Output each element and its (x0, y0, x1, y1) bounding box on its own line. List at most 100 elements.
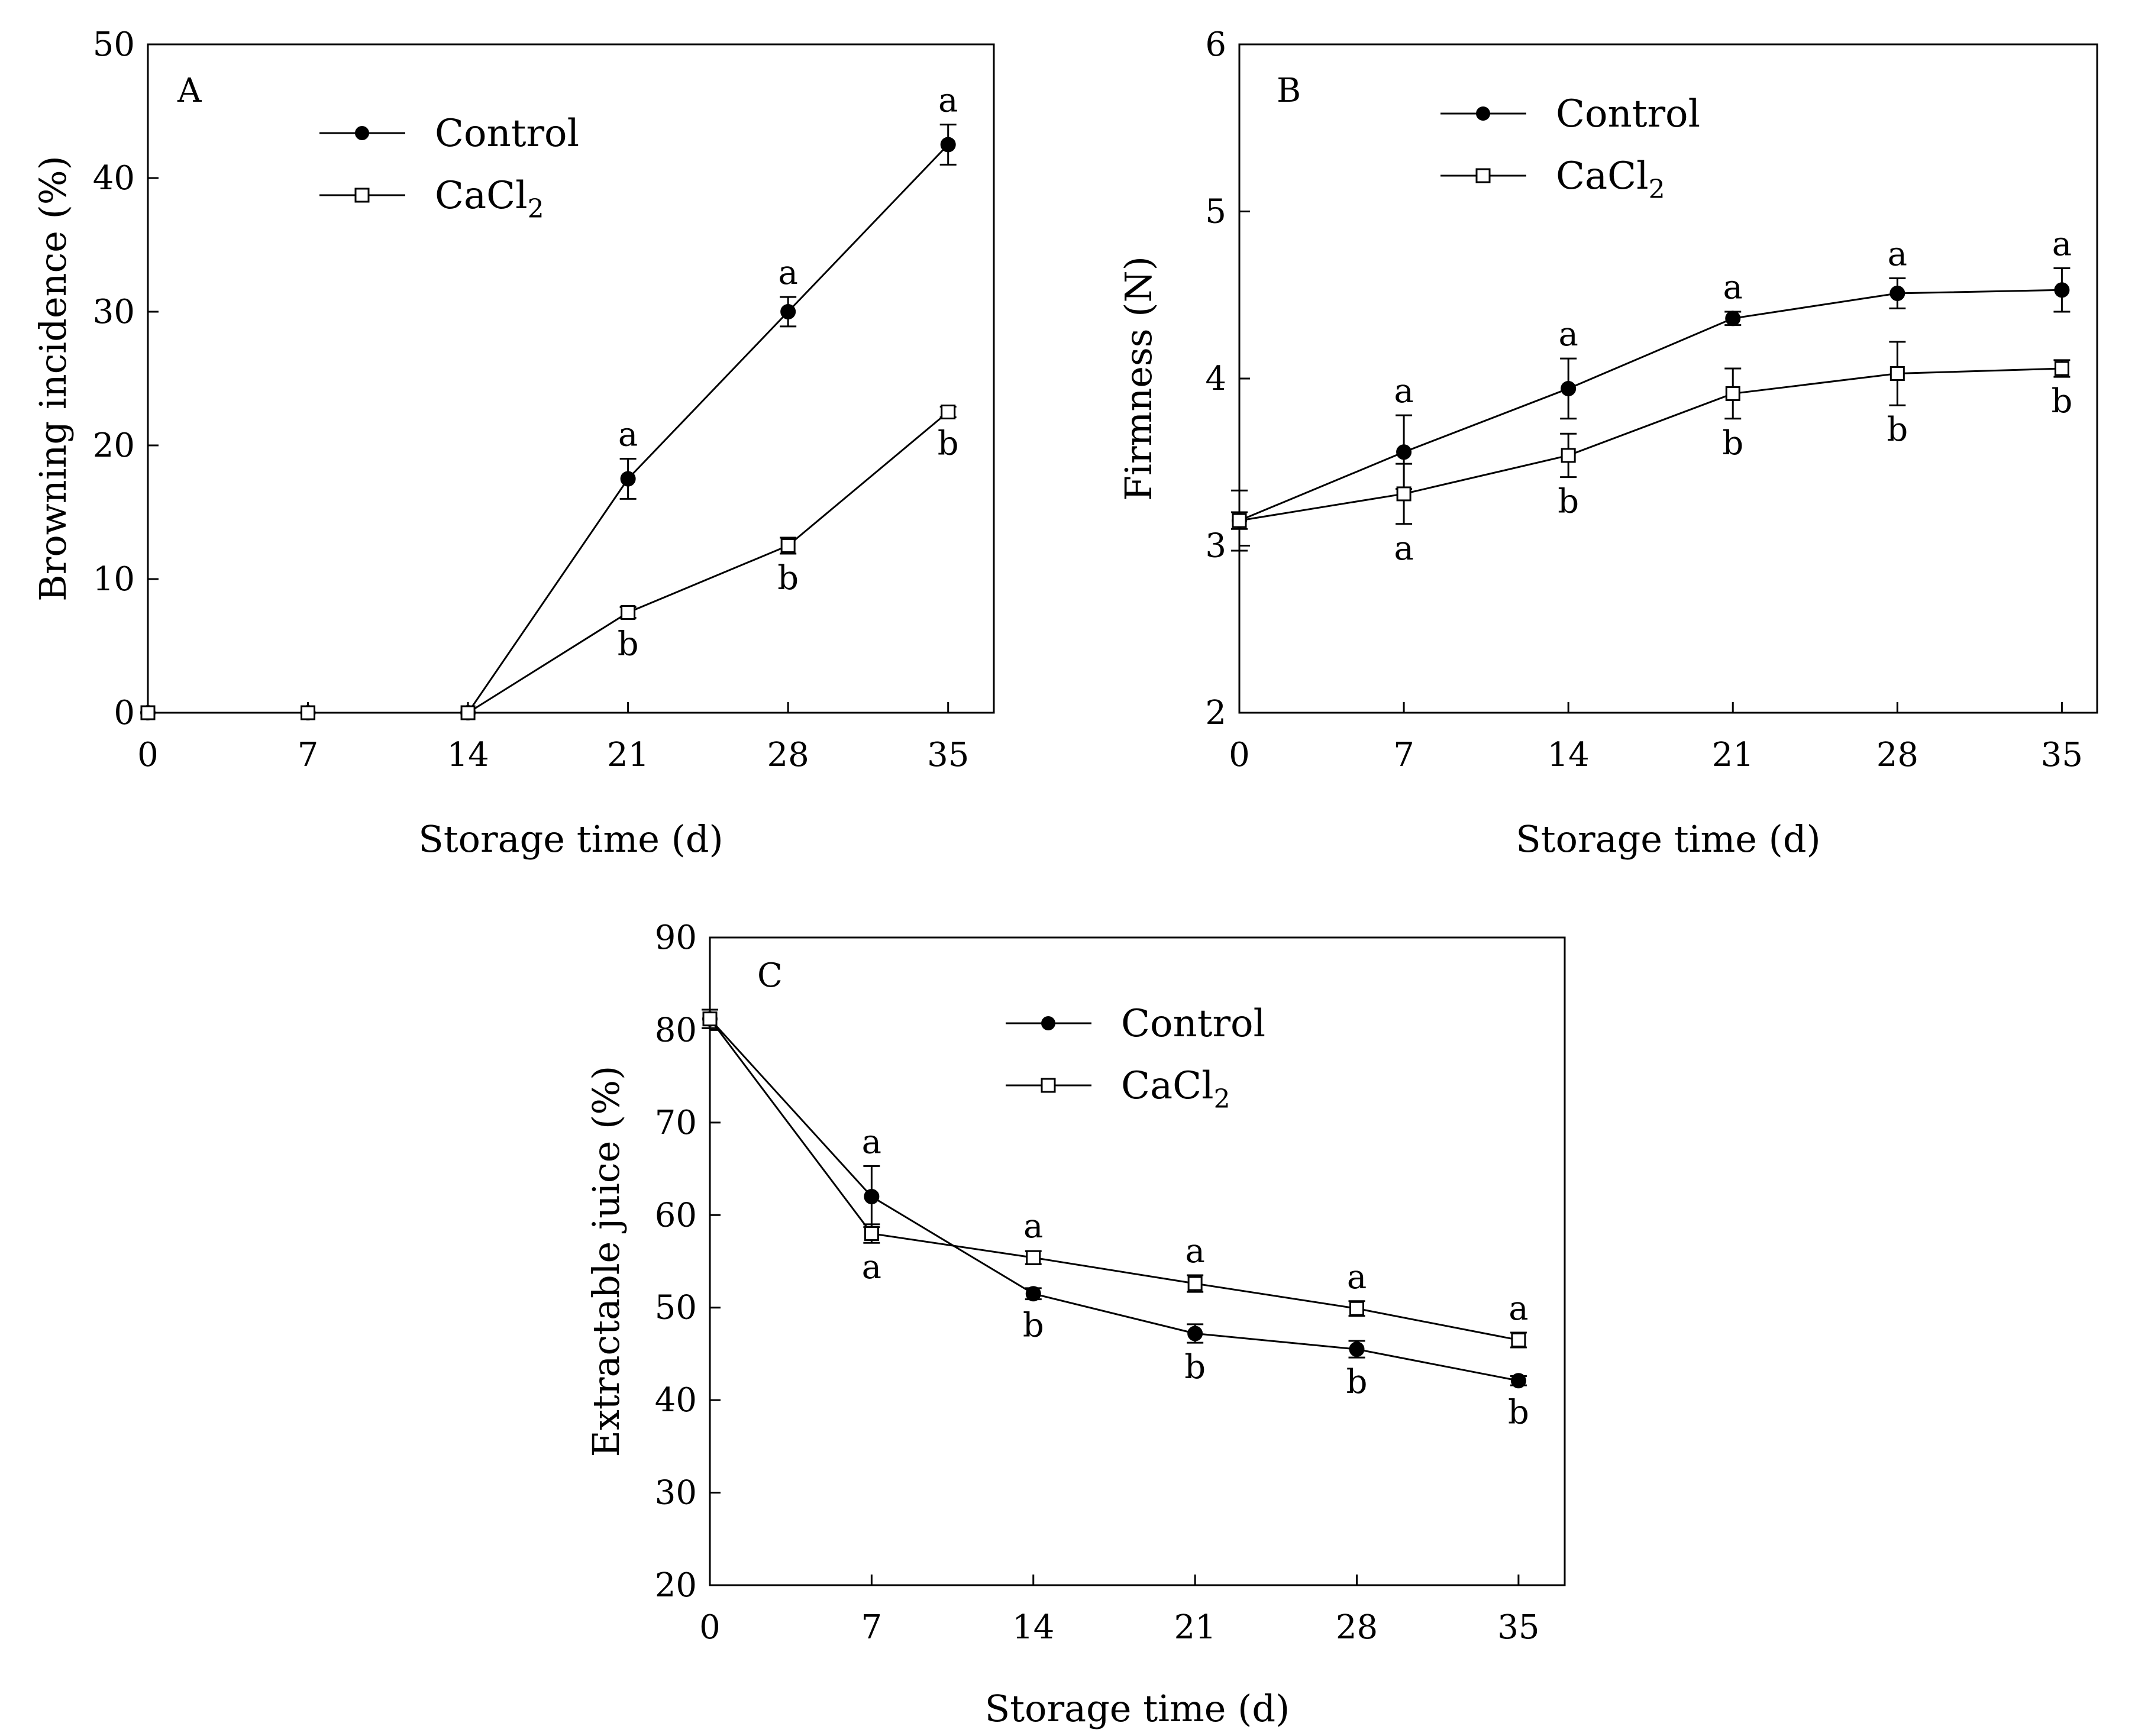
data-point-control (864, 1189, 880, 1204)
legend-marker-cacl2 (1475, 168, 1491, 183)
plot-frame (1238, 43, 2098, 714)
significance-letter: a (618, 416, 638, 454)
x-tick-label: 0 (699, 1608, 721, 1647)
data-point-cacl2 (301, 705, 316, 720)
significance-letter: b (777, 559, 799, 597)
significance-letter: b (1023, 1306, 1044, 1344)
legend: Control CaCl2 (1440, 92, 1700, 205)
legend-label: Control (1121, 1002, 1265, 1046)
legend-marker-control (1476, 106, 1490, 121)
data-point-cacl2 (1026, 1250, 1041, 1265)
significance-letter: b (1887, 410, 1908, 449)
significance-letter: a (1509, 1289, 1528, 1328)
x-tick-label: 14 (1012, 1608, 1054, 1647)
x-tick-label: 21 (607, 736, 649, 774)
x-tick-label: 35 (2041, 736, 2083, 774)
series-line (709, 1018, 1519, 1382)
legend-marker-cacl2 (1041, 1078, 1056, 1093)
data-point-cacl2 (1889, 366, 1905, 382)
panel-label: C (757, 956, 783, 995)
series-cacl2: a b b b b (1231, 341, 2072, 568)
x-tick-label: 0 (1229, 736, 1250, 774)
significance-letter: a (938, 82, 958, 120)
x-axis-label: Storage time (d) (985, 1687, 1290, 1730)
x-tick-label: 35 (1497, 1608, 1539, 1647)
data-point-control (780, 304, 796, 319)
series-control: a b b b b (702, 1008, 1529, 1431)
legend-label: CaCl2 (435, 174, 544, 224)
data-point-control (1187, 1326, 1203, 1341)
series-line (148, 411, 949, 714)
legend-label: Control (435, 112, 579, 156)
significance-letter: b (1508, 1393, 1529, 1431)
data-point-cacl2 (460, 705, 476, 720)
y-tick-label: 30 (93, 293, 135, 331)
data-point-cacl2 (1232, 513, 1247, 528)
significance-letter: a (1888, 235, 1907, 274)
legend-marker-control (1041, 1016, 1055, 1030)
chart-panel-c: 20 30 40 50 60 70 80 90 0 7 14 21 28 35 Storage time (… (584, 919, 1566, 1730)
legend: Control CaCl2 (319, 112, 579, 224)
legend: Control CaCl2 (1006, 1002, 1265, 1114)
data-point-control (1396, 444, 1412, 460)
y-tick-label: 50 (655, 1289, 697, 1327)
legend-label: CaCl2 (1121, 1064, 1230, 1114)
chart-panel-b: 2 3 4 5 6 0 7 14 21 28 35 Storage time (d) Firmness … (1117, 25, 2098, 861)
x-tick-label: 35 (927, 736, 969, 774)
series-cacl2: b b b (140, 405, 959, 720)
y-tick-label: 20 (655, 1566, 697, 1605)
data-point-control (1561, 380, 1577, 396)
significance-letter: a (1347, 1258, 1367, 1297)
data-point-cacl2 (941, 405, 956, 419)
y-tick-label: 40 (93, 159, 135, 198)
x-axis-label: Storage time (d) (418, 817, 723, 861)
series-line (148, 144, 949, 714)
x-tick-label: 21 (1174, 1608, 1216, 1647)
data-point-control (1349, 1341, 1365, 1357)
data-point-cacl2 (780, 538, 796, 553)
series-line (709, 1018, 1519, 1341)
y-tick-label: 3 (1205, 527, 1226, 565)
y-tick-label: 20 (93, 426, 135, 465)
data-point-cacl2 (1511, 1332, 1526, 1347)
x-tick-label: 28 (1876, 736, 1918, 774)
legend-marker-cacl2 (354, 187, 370, 203)
data-point-cacl2 (1349, 1301, 1365, 1316)
y-tick-label: 0 (114, 694, 135, 732)
data-point-cacl2 (2054, 361, 2069, 376)
significance-letter: b (1558, 483, 1579, 521)
data-point-control (2054, 282, 2070, 298)
significance-letter: b (2051, 382, 2072, 421)
y-tick-label: 30 (655, 1474, 697, 1512)
significance-letter: a (1185, 1232, 1204, 1271)
significance-letter: b (618, 625, 639, 664)
significance-letter: a (1394, 529, 1413, 568)
x-tick-label: 14 (1548, 736, 1590, 774)
legend-marker-control (355, 126, 369, 140)
data-point-cacl2 (140, 705, 156, 720)
significance-letter: a (862, 1123, 881, 1161)
x-tick-label: 28 (767, 736, 809, 774)
x-tick-label: 7 (861, 1608, 883, 1647)
significance-letter: a (1723, 268, 1743, 306)
y-axis-label: Firmness (N) (1117, 256, 1160, 501)
x-tick-label: 0 (137, 736, 159, 774)
legend-label: CaCl2 (1556, 154, 1665, 205)
y-tick-label: 2 (1205, 694, 1226, 732)
data-point-control (940, 137, 956, 153)
y-axis-label: Extractable juice (%) (584, 1066, 628, 1457)
y-tick-label: 4 (1205, 360, 1226, 398)
significance-letter: a (1558, 315, 1578, 354)
significance-letter: b (1346, 1363, 1368, 1401)
data-point-control (1025, 1286, 1041, 1302)
significance-letter: b (1184, 1348, 1206, 1386)
y-tick-label: 10 (93, 560, 135, 599)
data-point-cacl2 (702, 1011, 718, 1027)
legend-label: Control (1556, 92, 1700, 136)
panel-label: A (177, 72, 202, 110)
x-tick-label: 28 (1336, 1608, 1378, 1647)
x-tick-label: 14 (447, 736, 489, 774)
y-tick-label: 80 (655, 1011, 697, 1049)
x-tick-label: 7 (1393, 736, 1414, 774)
series-line (1239, 289, 2062, 522)
